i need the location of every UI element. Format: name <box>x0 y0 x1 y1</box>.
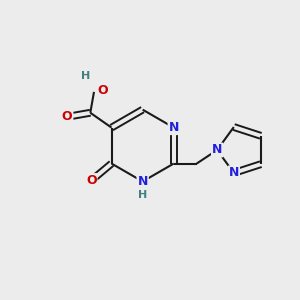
Text: N: N <box>137 175 148 188</box>
Text: N: N <box>212 143 222 157</box>
Text: O: O <box>62 110 72 123</box>
Text: O: O <box>97 84 107 97</box>
Text: N: N <box>169 121 179 134</box>
Text: N: N <box>229 167 239 179</box>
Text: O: O <box>86 174 97 187</box>
Text: H: H <box>81 71 90 81</box>
Text: H: H <box>138 190 147 200</box>
